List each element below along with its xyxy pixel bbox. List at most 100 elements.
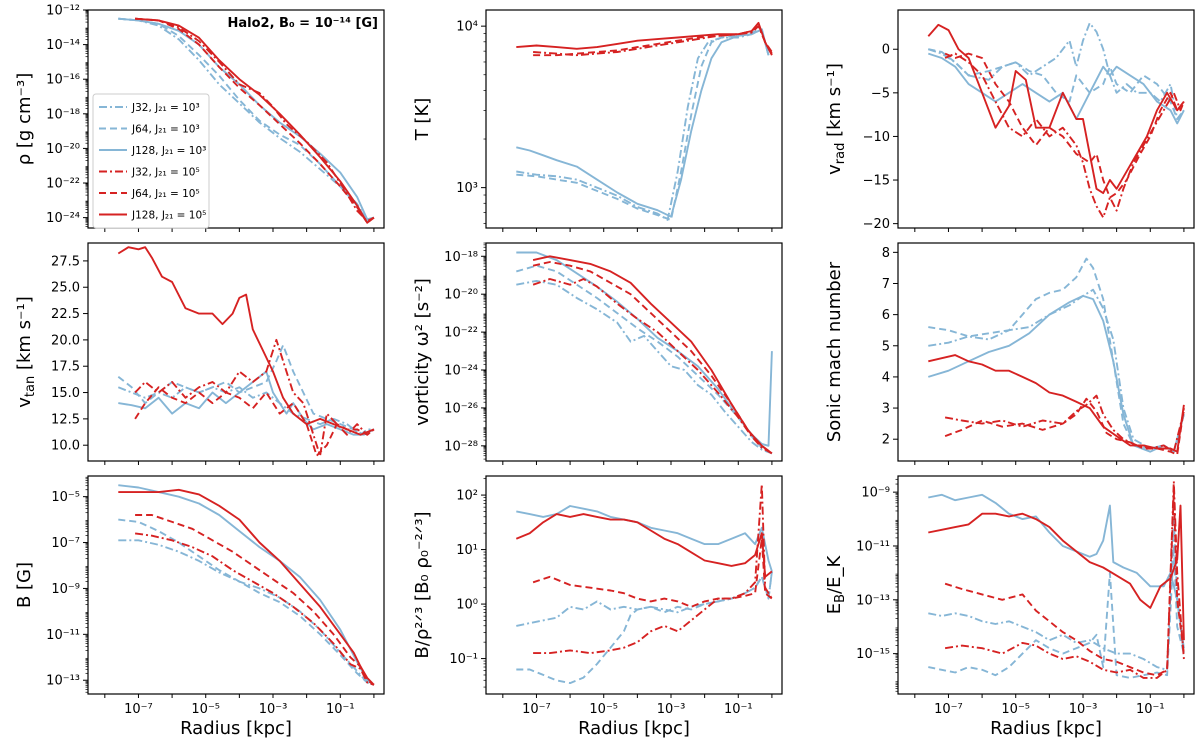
series-line: [135, 17, 375, 223]
y-tick-label: 10⁻¹³: [46, 674, 80, 689]
y-tick-label: −20: [863, 217, 890, 232]
series-line: [134, 338, 375, 457]
legend-label: J64, J₂₁ = 10³: [131, 124, 200, 136]
legend-label: J128, J₂₁ = 10⁵: [131, 210, 206, 222]
y-axis-label: B [G]: [14, 562, 35, 608]
series-line: [118, 488, 375, 686]
y-tick-label: 10⁻¹²: [46, 4, 80, 19]
series-line: [928, 518, 1185, 671]
x-tick-label: 10⁻³: [657, 702, 686, 717]
series-line: [135, 17, 375, 224]
x-tick-label: 10⁻⁵: [1001, 702, 1030, 717]
series-line: [928, 48, 1185, 120]
series-group: [928, 480, 1185, 679]
y-tick-label: 7: [882, 277, 890, 292]
series-group: [118, 484, 375, 686]
y-tick-label: 10⁻²⁴: [444, 364, 478, 379]
x-axis-label: Radius [kpc]: [578, 718, 690, 739]
legend-label: J64, J₂₁ = 10⁵: [131, 188, 200, 200]
y-axis-label: vtan [km s⁻¹]: [14, 296, 38, 408]
panel-4: 10.0 12.5 15.0 17.5 20.0 22.5 25.0 27.5 vtan [km…: [14, 242, 385, 465]
y-tick-label: 17.5: [51, 360, 80, 375]
y-axis-label: EB/E_K: [824, 555, 848, 615]
x-tick-label: 10⁻³: [259, 702, 288, 717]
series-line: [516, 28, 770, 221]
y-tick-label: 5: [882, 339, 890, 354]
series-line: [515, 513, 773, 578]
series-line: [928, 52, 1185, 125]
y-tick-label: 10⁻²⁸: [444, 439, 478, 454]
y-tick-label: 15.0: [51, 386, 80, 401]
panel-1: 10⁻²⁴ 10⁻²² 10⁻²⁰ 10⁻¹⁸ 10⁻¹⁶ 10⁻¹⁴ 10⁻¹² ρ [g …: [14, 4, 385, 232]
series-line: [944, 52, 1185, 199]
y-axis-label: ρ [g cm⁻³]: [14, 73, 35, 166]
y-tick-label: 10.0: [51, 439, 80, 454]
series-line: [134, 532, 375, 686]
y-tick-label: 4: [882, 370, 890, 385]
series-group: [928, 257, 1185, 456]
legend-label: J32, J₂₁ = 10³: [131, 102, 200, 114]
series-line: [516, 571, 773, 627]
axes-frame: [897, 242, 1195, 462]
series-line: [928, 504, 1185, 641]
y-axis-label: Sonic mach number: [824, 261, 845, 442]
x-tick-label: 10⁻¹: [1136, 702, 1165, 717]
series-line: [117, 246, 375, 436]
y-tick-label: 20.0: [51, 333, 80, 348]
y-tick-label: 10⁻⁹: [861, 486, 890, 501]
y-tick-label: 10⁻¹⁶: [46, 73, 80, 88]
axes-frame: [87, 9, 385, 229]
axes-frame: [485, 475, 783, 695]
series-line: [944, 480, 1185, 679]
series-line: [928, 294, 1185, 453]
y-tick-label: 25.0: [51, 281, 80, 296]
series-line: [928, 354, 1185, 453]
series-line: [516, 571, 773, 685]
legend: J32, J₂₁ = 10³ J64, J₂₁ = 10³ J128, J₂₁ = …: [92, 93, 210, 229]
series-line: [516, 28, 770, 218]
series-line: [532, 255, 773, 455]
series-line: [516, 21, 773, 56]
series-line: [927, 23, 1185, 195]
y-tick-label: −5: [871, 86, 890, 101]
x-axis-label: Radius [kpc]: [180, 718, 292, 739]
series-line: [944, 491, 1185, 677]
y-tick-label: 10⁻¹⁴: [46, 38, 80, 53]
y-axis-label: B/ρ²ᐟ³ [B₀ ρ₀⁻²ᐟ³]: [412, 511, 433, 658]
panel-6: 2 3 4 5 6 7 8 Sonic mach number: [824, 242, 1195, 465]
figure-title: Halo2, B₀ = 10⁻¹⁴ [G]: [227, 16, 378, 31]
series-group: [516, 251, 773, 455]
x-tick-label: 10⁻⁷: [934, 702, 963, 717]
y-tick-label: 6: [882, 308, 890, 323]
y-tick-label: 10⁻²⁴: [46, 211, 80, 226]
axes-frame: [485, 9, 783, 229]
y-tick-label: 10⁻¹³: [856, 593, 890, 608]
y-tick-label: 10⁻¹⁸: [444, 250, 478, 265]
legend-label: J128, J₂₁ = 10³: [131, 145, 206, 157]
y-axis-label: T [K]: [412, 98, 433, 142]
x-tick-label: 10⁻¹: [326, 702, 355, 717]
y-tick-label: 10⁻⁹: [51, 582, 80, 597]
legend-box: [92, 93, 210, 229]
panel-grid: 10⁻²⁴ 10⁻²² 10⁻²⁰ 10⁻¹⁸ 10⁻¹⁶ 10⁻¹⁴ 10⁻¹² ρ [g …: [14, 4, 1195, 739]
y-axis-label: vrad [km s⁻¹]: [824, 63, 848, 175]
y-tick-label: 3: [882, 402, 890, 417]
panel-5: 10⁻²⁸ 10⁻²⁶ 10⁻²⁴ 10⁻²² 10⁻²⁰ 10⁻¹⁸ vorticity …: [412, 242, 783, 465]
panel-2: 10³ 10⁴ T [K]: [412, 9, 783, 232]
panel-7: 10⁻¹³ 10⁻¹¹ 10⁻⁹ 10⁻⁷ 10⁻⁵ 10⁻⁷ 10⁻⁵ 10⁻³ 10⁻¹ B …: [14, 475, 385, 739]
x-tick-label: 10⁻⁷: [522, 702, 551, 717]
y-tick-label: 10⁻¹⁸: [46, 107, 80, 122]
panel-3: −20 −15 −10 −5 0 vrad [km s⁻¹]: [824, 9, 1195, 232]
axes-frame: [87, 475, 385, 695]
x-tick-label: 10⁻³: [1069, 702, 1098, 717]
y-tick-label: 10⁻²²: [46, 177, 80, 192]
series-line: [118, 518, 375, 686]
y-tick-label: 10²: [456, 489, 478, 504]
series-line: [944, 394, 1185, 453]
y-tick-label: 10⁻²⁰: [46, 142, 80, 157]
y-tick-label: 22.5: [51, 307, 80, 322]
series-line: [928, 493, 1185, 649]
y-tick-label: 10⁻¹: [449, 652, 478, 667]
x-tick-label: 10⁻⁵: [191, 702, 220, 717]
